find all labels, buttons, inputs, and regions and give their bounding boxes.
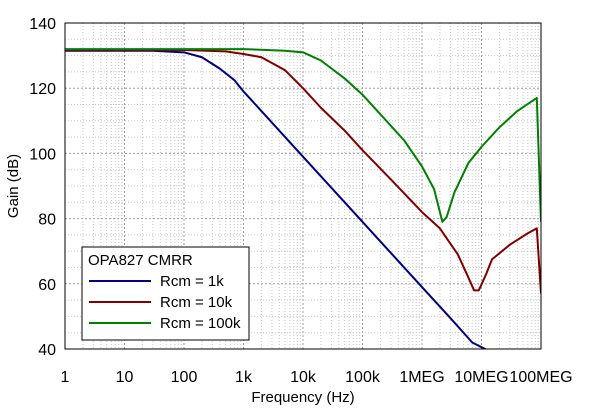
x-tick-label: 100MEG bbox=[509, 369, 572, 386]
series-lines bbox=[65, 48, 541, 349]
legend-title: OPA827 CMRR bbox=[88, 252, 193, 269]
x-tick-label: 10 bbox=[116, 369, 134, 386]
legend: OPA827 CMRR Rcm = 1k Rcm = 10k Rcm = 100… bbox=[81, 246, 250, 341]
x-tick-labels: 1 10 100 1k 10k 100k 1MEG 10MEG 100MEG bbox=[61, 369, 573, 386]
y-axis-label: Gain (dB) bbox=[5, 154, 22, 218]
y-tick-label: 40 bbox=[38, 342, 56, 359]
x-tick-label: 10MEG bbox=[454, 369, 508, 386]
x-axis-label: Frequency (Hz) bbox=[251, 389, 354, 406]
x-tick-label: 1k bbox=[235, 369, 253, 386]
legend-entry-100k: Rcm = 100k bbox=[160, 315, 241, 332]
plot-frame bbox=[64, 22, 542, 350]
y-tick-label: 100 bbox=[29, 146, 56, 163]
x-tick-label: 10k bbox=[290, 369, 317, 386]
legend-entry-1k: Rcm = 1k bbox=[160, 273, 224, 290]
y-tick-label: 60 bbox=[38, 277, 56, 294]
series-line-2 bbox=[65, 48, 541, 223]
x-tick-label: 1MEG bbox=[399, 369, 444, 386]
series-line-1 bbox=[65, 49, 541, 294]
x-tick-label: 100k bbox=[345, 369, 381, 386]
series-line-0 bbox=[65, 49, 488, 349]
x-tick-label: 100 bbox=[171, 369, 198, 386]
legend-box bbox=[81, 246, 250, 341]
grid bbox=[64, 22, 542, 350]
y-tick-label: 120 bbox=[29, 81, 56, 98]
y-tick-label: 80 bbox=[38, 212, 56, 229]
y-tick-labels: 40 60 80 100 120 140 bbox=[29, 16, 56, 359]
y-tick-label: 140 bbox=[29, 16, 56, 33]
legend-entry-10k: Rcm = 10k bbox=[160, 294, 233, 311]
x-tick-label: 1 bbox=[61, 369, 70, 386]
